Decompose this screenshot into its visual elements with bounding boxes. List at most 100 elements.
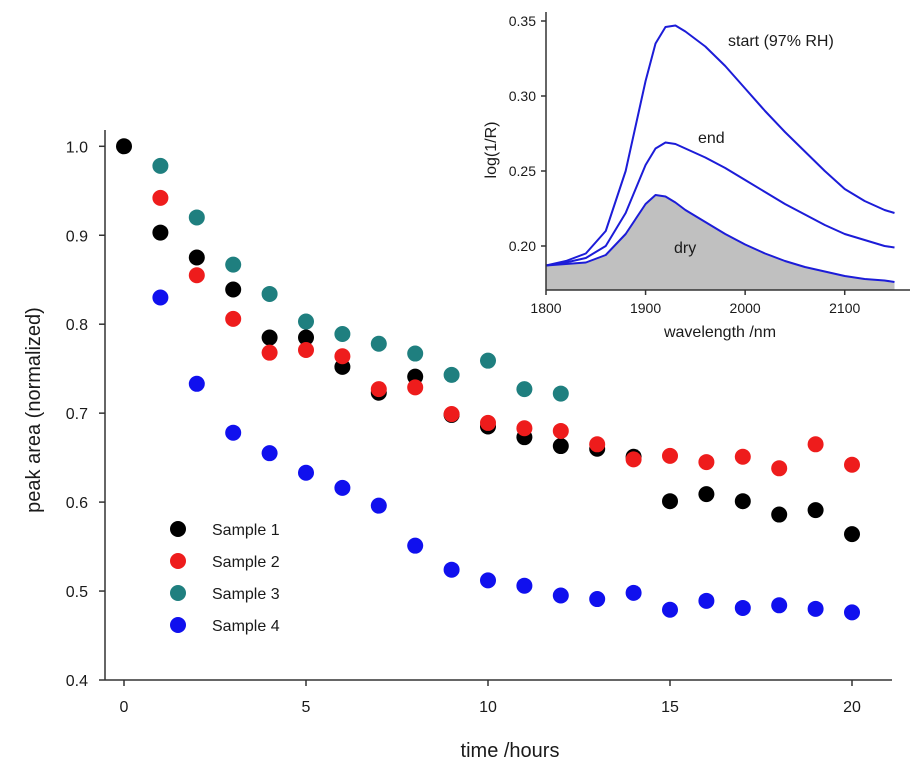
spectrum-line-dry xyxy=(545,194,895,283)
inset-x-tick-label: 2100 xyxy=(829,300,860,316)
inset-curves xyxy=(545,24,895,290)
main-data-points xyxy=(116,138,860,621)
data-point-sample-1 xyxy=(662,493,678,510)
data-point-sample-4 xyxy=(844,604,860,621)
data-point-sample-4 xyxy=(807,600,824,617)
data-point-sample-2 xyxy=(589,436,606,453)
data-point-sample-3 xyxy=(516,381,533,398)
data-point-sample-2 xyxy=(662,447,678,464)
data-point-sample-4 xyxy=(771,597,788,614)
inset-y-axis-title: log(1/R) xyxy=(483,122,500,179)
data-point-sample-2 xyxy=(261,344,278,361)
data-point-sample-2 xyxy=(698,454,715,471)
data-point-sample-3 xyxy=(225,256,242,273)
main-x-axis-title: time /hours xyxy=(461,740,560,762)
data-point-sample-2 xyxy=(734,448,751,465)
inset-plot: 1800 1900 2000 2100 0.20 0.25 0.30 0.35 wavele… xyxy=(483,12,910,341)
inset-label-start: start (97% RH) xyxy=(728,33,834,50)
data-point-sample-3 xyxy=(261,285,278,302)
inset-y-tick-label: 0.30 xyxy=(509,88,536,104)
data-point-sample-4 xyxy=(516,577,533,594)
data-point-sample-4 xyxy=(334,479,351,496)
data-point-sample-3 xyxy=(334,325,351,342)
data-point-sample-1 xyxy=(734,493,751,510)
inset-y-ticks: 0.20 0.25 0.30 0.35 xyxy=(509,13,546,254)
y-tick-label: 0.7 xyxy=(66,406,88,423)
data-point-sample-3 xyxy=(370,335,387,352)
data-point-sample-4 xyxy=(443,561,460,578)
data-point-sample-2 xyxy=(188,267,205,284)
data-point-sample-4 xyxy=(480,572,496,589)
data-point-sample-2 xyxy=(807,436,824,453)
data-point-sample-2 xyxy=(407,379,424,396)
data-point-sample-4 xyxy=(225,424,242,441)
data-point-sample-2 xyxy=(625,451,642,468)
data-point-sample-1 xyxy=(261,329,278,346)
data-point-sample-4 xyxy=(698,592,715,609)
data-point-sample-1 xyxy=(188,249,205,266)
data-point-sample-1 xyxy=(771,506,788,523)
inset-y-tick-label: 0.20 xyxy=(509,238,536,254)
data-point-sample-2 xyxy=(516,420,533,437)
data-point-sample-4 xyxy=(662,601,678,618)
data-point-sample-1 xyxy=(552,438,569,455)
inset-x-axis-title: wavelength /nm xyxy=(663,324,776,341)
inset-x-tick-label: 2000 xyxy=(730,300,761,316)
data-point-sample-1 xyxy=(698,486,715,503)
data-point-sample-4 xyxy=(552,587,569,604)
data-point-sample-1 xyxy=(152,224,169,241)
data-point-sample-4 xyxy=(370,497,387,514)
inset-x-tick-label: 1800 xyxy=(530,300,561,316)
y-tick-label: 0.9 xyxy=(66,228,88,245)
data-point-sample-4 xyxy=(589,591,606,608)
y-tick-label: 0.8 xyxy=(66,317,88,334)
legend-marker xyxy=(170,585,186,601)
inset-label-end: end xyxy=(698,130,725,147)
data-point-sample-3 xyxy=(552,385,569,402)
x-tick-label: 15 xyxy=(661,699,679,716)
legend-label: Sample 1 xyxy=(212,522,280,539)
legend-label: Sample 3 xyxy=(212,586,280,603)
y-tick-label: 0.4 xyxy=(66,673,88,690)
y-tick-label: 0.6 xyxy=(66,495,88,512)
legend-label: Sample 4 xyxy=(212,618,280,635)
data-point-sample-1 xyxy=(298,329,314,346)
data-point-sample-3 xyxy=(443,366,460,383)
y-tick-label: 0.5 xyxy=(66,584,88,601)
inset-x-ticks: 1800 1900 2000 2100 xyxy=(530,290,860,316)
data-point-sample-2 xyxy=(370,381,387,398)
data-point-sample-2 xyxy=(298,341,314,358)
inset-y-tick-label: 0.25 xyxy=(509,163,536,179)
inset-label-dry: dry xyxy=(674,240,696,257)
data-point-sample-2 xyxy=(771,460,788,477)
inset-y-tick-label: 0.35 xyxy=(509,13,536,29)
main-y-axis-title: peak area (normalized) xyxy=(23,307,45,513)
legend-label: Sample 2 xyxy=(212,554,280,571)
legend-marker xyxy=(170,617,186,633)
data-point-sample-3 xyxy=(188,209,205,226)
data-point-sample-2 xyxy=(552,422,569,439)
y-tick-label: 1.0 xyxy=(66,139,88,156)
data-point-sample-2 xyxy=(844,456,860,473)
data-point-sample-4 xyxy=(188,375,205,392)
main-y-ticks: 0.4 0.5 0.6 0.7 0.8 0.9 1.0 xyxy=(66,139,105,690)
data-point-sample-4 xyxy=(734,599,751,616)
legend: Sample 1 Sample 2 Sample 3 Sample 4 xyxy=(170,521,280,635)
dry-shaded-area xyxy=(546,195,895,290)
data-point-sample-2 xyxy=(443,406,460,423)
data-point-sample-4 xyxy=(152,289,169,306)
legend-marker xyxy=(170,553,186,569)
spectrum-line-end xyxy=(545,141,895,267)
data-point-sample-1 xyxy=(116,138,132,155)
data-point-sample-2 xyxy=(225,310,242,327)
data-point-sample-3 xyxy=(407,345,424,362)
data-point-sample-3 xyxy=(152,157,169,174)
data-point-sample-1 xyxy=(807,502,824,519)
data-point-sample-4 xyxy=(261,445,278,462)
spectrum-line-start xyxy=(545,24,895,267)
data-point-sample-1 xyxy=(225,281,242,298)
data-point-sample-1 xyxy=(844,526,860,543)
data-point-sample-3 xyxy=(480,352,496,369)
x-tick-label: 0 xyxy=(120,699,129,716)
